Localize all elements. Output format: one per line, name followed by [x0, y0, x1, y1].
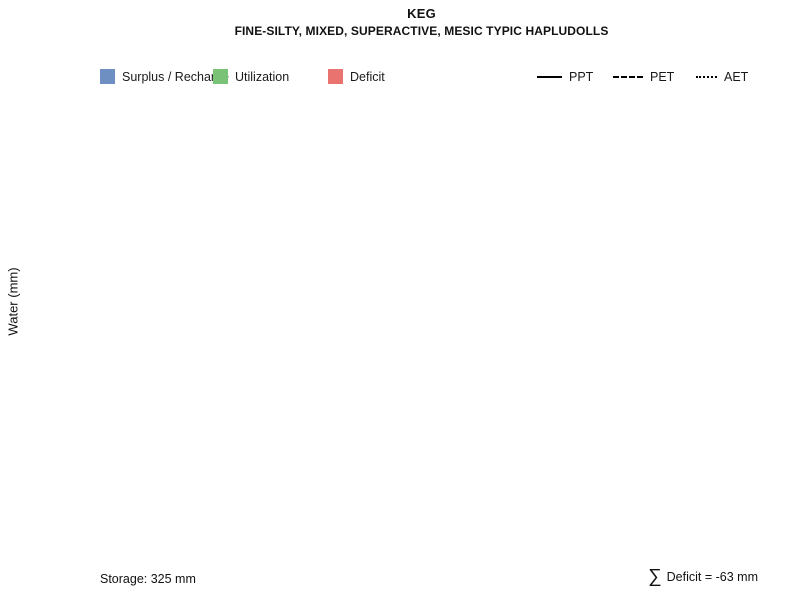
legend-item-deficit: Deficit [328, 68, 385, 85]
aet-line-sample-icon [696, 75, 717, 78]
legend-label-ppt: PPT [569, 69, 594, 84]
chart-subtitle: FINE-SILTY, MIXED, SUPERACTIVE, MESIC TY… [234, 24, 609, 38]
legend-item-surplus: Surplus / Recharge [100, 68, 229, 85]
deficit-note-text: Deficit = -63 mm [666, 569, 758, 584]
surplus-swatch [100, 69, 115, 84]
legend-label-pet: PET [650, 69, 675, 84]
legend-label-deficit: Deficit [350, 69, 385, 84]
storage-note: Storage: 325 mm [100, 572, 196, 586]
legend-label-utilization: Utilization [235, 69, 290, 84]
ppt-line-sample-icon [537, 75, 562, 78]
utilization-swatch [213, 69, 228, 84]
title-block: KEG FINE-SILTY, MIXED, SUPERACTIVE, MESI… [78, 6, 765, 38]
pet-line-sample-icon [613, 75, 643, 78]
deficit-note: ∑ Deficit = -63 mm [648, 567, 758, 586]
legend-label-surplus: Surplus / Recharge [122, 69, 230, 84]
legend-item-pet: PET [613, 68, 674, 85]
chart-title: KEG [407, 6, 436, 21]
sigma-icon: ∑ [648, 566, 662, 587]
legend-item-ppt: PPT [537, 68, 593, 85]
legend-label-aet: AET [724, 69, 749, 84]
deficit-swatch [328, 69, 343, 84]
legend-item-utilization: Utilization [213, 68, 289, 85]
legend-item-aet: AET [696, 68, 748, 85]
